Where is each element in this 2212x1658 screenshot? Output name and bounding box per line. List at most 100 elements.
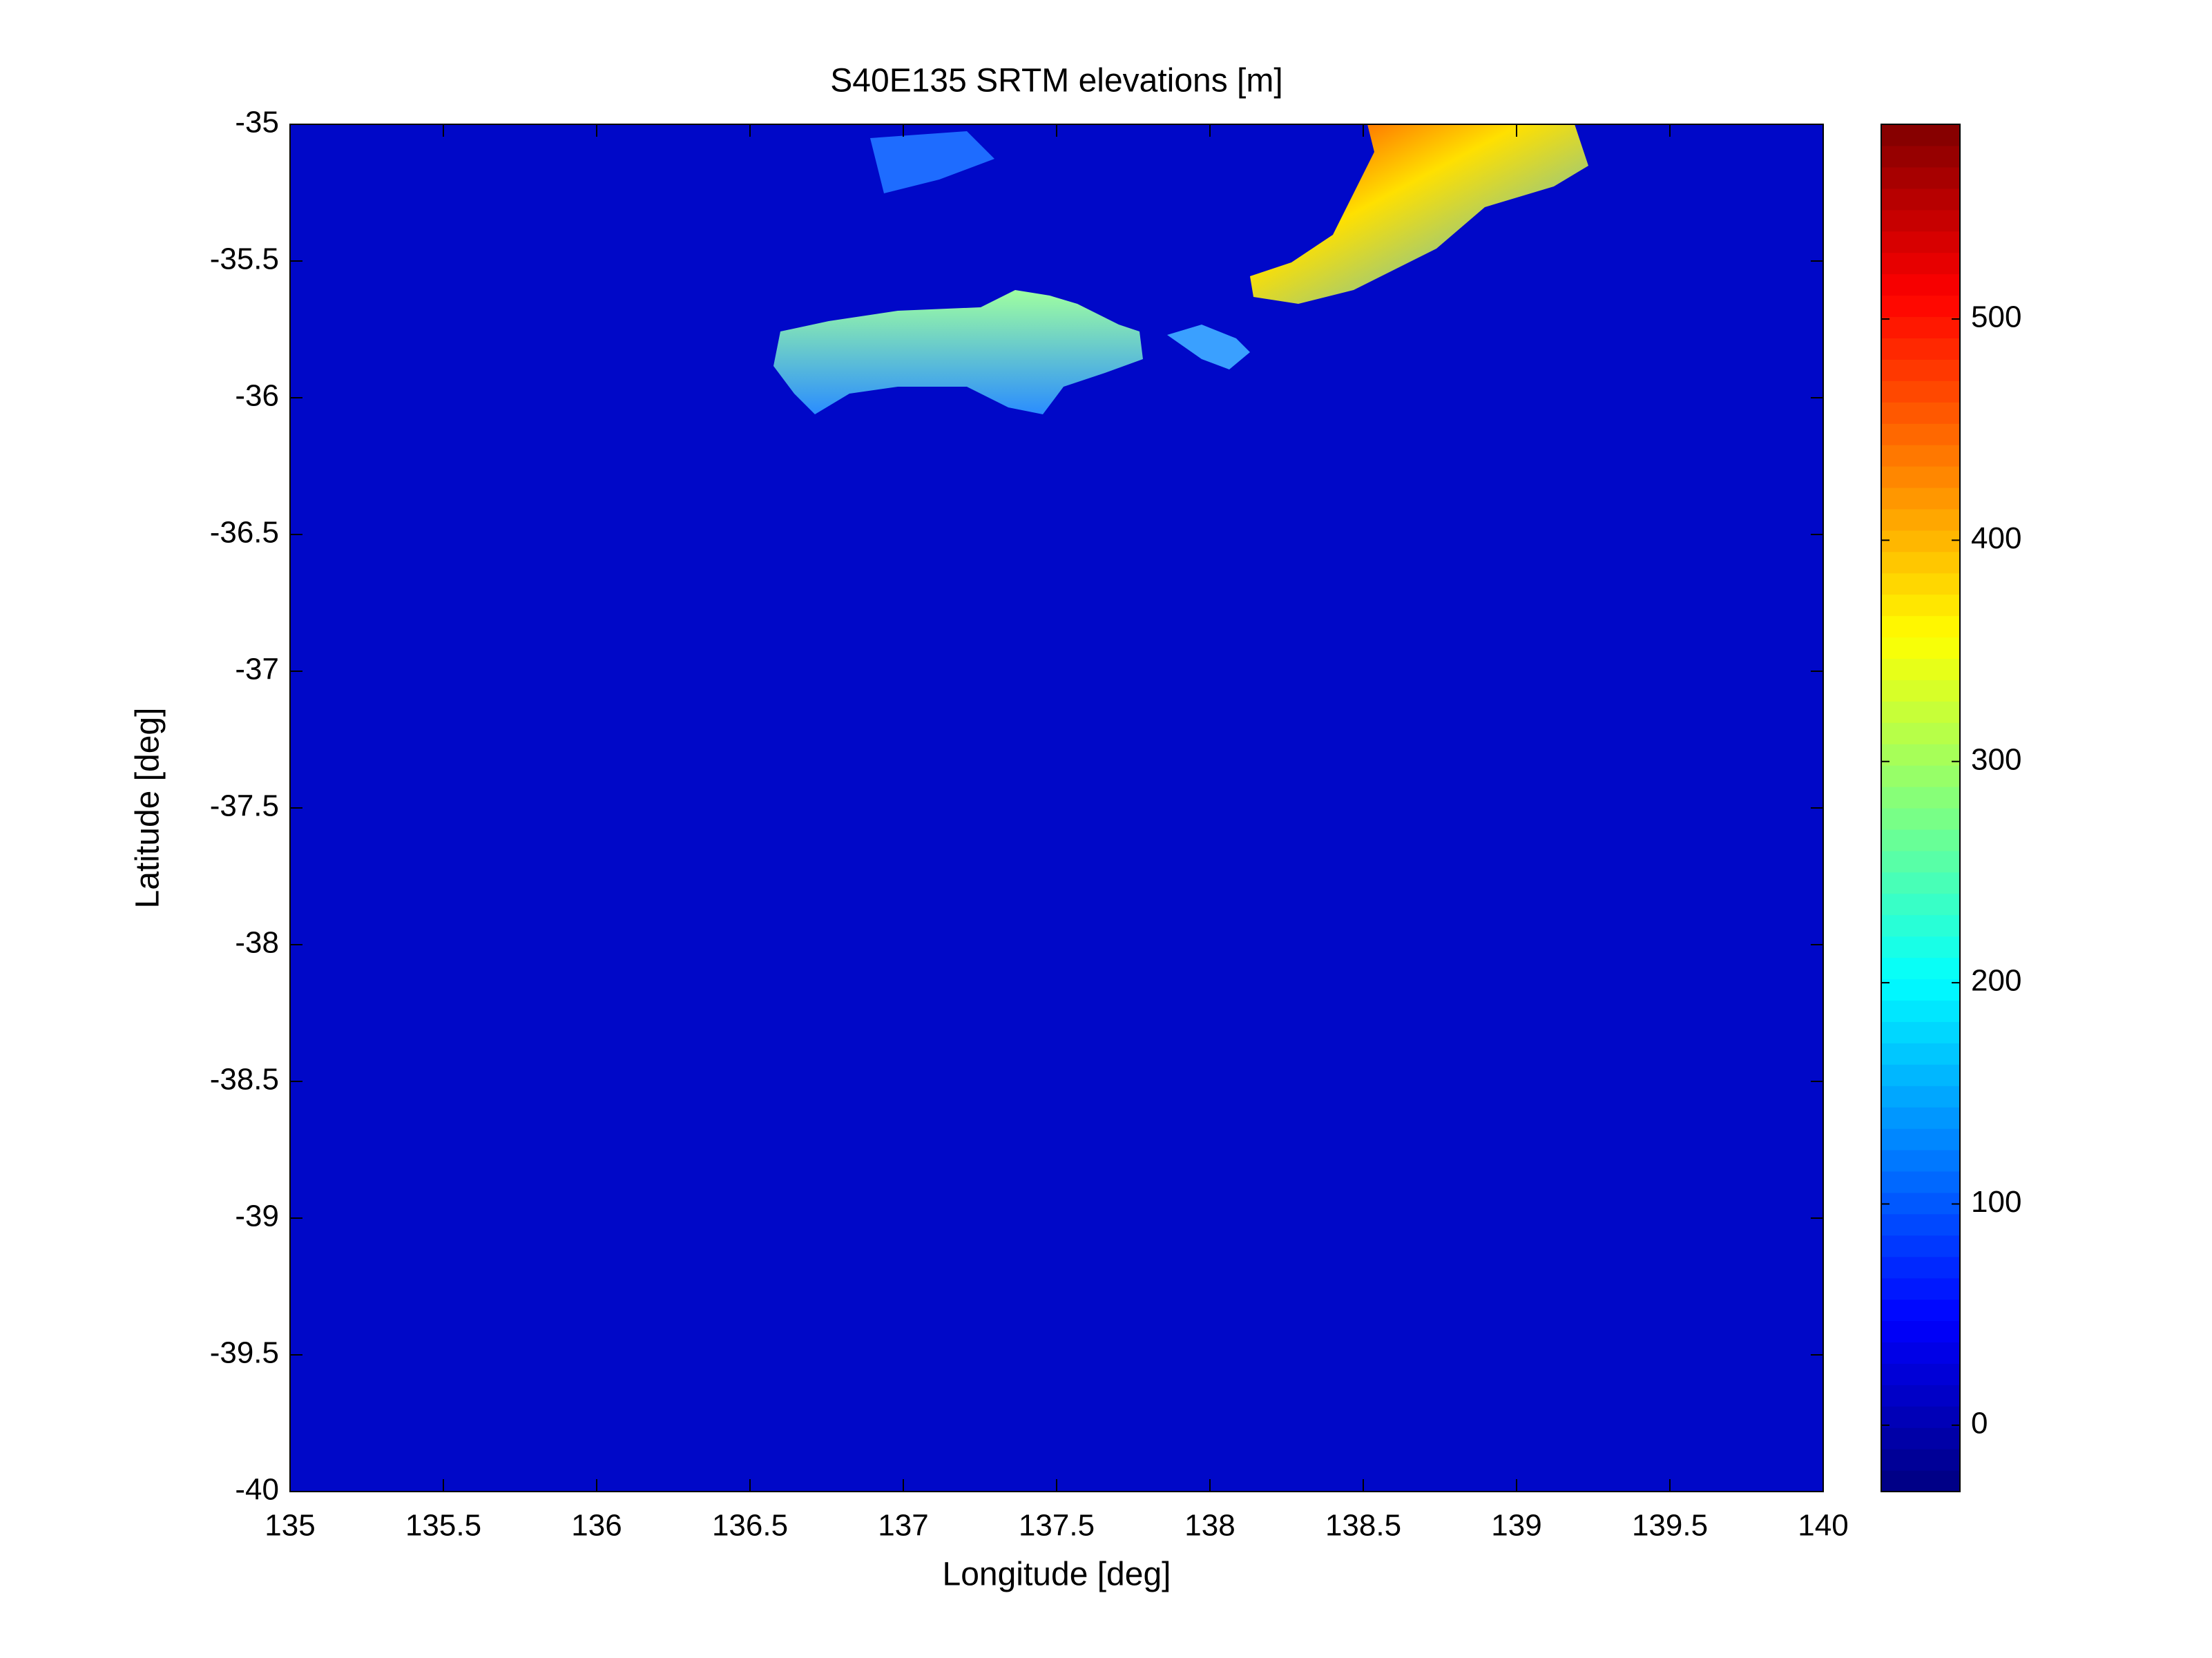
x-tick-label: 136.5: [712, 1509, 788, 1543]
colorbar-step: [1881, 1470, 1960, 1492]
colorbar-step: [1881, 508, 1960, 531]
colorbar-step: [1881, 1256, 1960, 1279]
colorbar-step: [1881, 765, 1960, 787]
colorbar-tick-label: 200: [1971, 964, 2021, 998]
y-tick-label: -40: [235, 1473, 279, 1507]
colorbar-step: [1881, 423, 1960, 445]
colorbar-step: [1881, 787, 1960, 809]
terrain: [1250, 124, 1588, 304]
y-tick-label: -38.5: [210, 1063, 279, 1097]
colorbar-step: [1881, 166, 1960, 189]
y-axis-label: Latitude [deg]: [130, 708, 166, 909]
colorbar-step: [1881, 338, 1960, 360]
colorbar-step: [1881, 530, 1960, 552]
colorbar-step: [1881, 1385, 1960, 1407]
colorbar-frame: [1881, 124, 1961, 1492]
colorbar-step: [1881, 124, 1960, 146]
terrain: [1167, 325, 1250, 369]
colorbar-tick-label: 500: [1971, 300, 2021, 334]
x-tick-label: 138: [1184, 1509, 1235, 1543]
colorbar-step: [1881, 1170, 1960, 1193]
colorbar-step: [1881, 1449, 1960, 1471]
colorbar-step: [1881, 402, 1960, 424]
y-tick-label: -37: [235, 653, 279, 686]
y-tick-label: -37.5: [210, 789, 279, 823]
colorbar-step: [1881, 1043, 1960, 1065]
colorbar-step: [1881, 893, 1960, 916]
colorbar-step: [1881, 145, 1960, 168]
colorbar-step: [1881, 1150, 1960, 1172]
x-tick-label: 137: [878, 1509, 928, 1543]
colorbar-step: [1881, 252, 1960, 275]
colorbar-step: [1881, 936, 1960, 958]
terrain: [773, 290, 1143, 414]
colorbar-tick-label: 100: [1971, 1185, 2021, 1219]
x-tick-label: 135.5: [405, 1509, 481, 1543]
colorbar-step: [1881, 1320, 1960, 1343]
colorbar-tick-label: 400: [1971, 521, 2021, 555]
x-tick-label: 136: [571, 1509, 622, 1543]
colorbar-step: [1881, 1128, 1960, 1150]
colorbar-step: [1881, 1000, 1960, 1022]
colorbar-step: [1881, 871, 1960, 894]
colorbar-step: [1881, 359, 1960, 381]
terrain: [870, 131, 994, 193]
colorbar-step: [1881, 1107, 1960, 1129]
colorbar-step: [1881, 209, 1960, 232]
colorbar-step: [1881, 979, 1960, 1001]
x-tick-label: 138.5: [1325, 1509, 1401, 1543]
y-tick-label: -36: [235, 379, 279, 413]
x-tick-label: 137.5: [1019, 1509, 1095, 1543]
colorbar-step: [1881, 380, 1960, 403]
y-tick-label: -39: [235, 1199, 279, 1233]
colorbar-step: [1881, 1299, 1960, 1322]
colorbar-step: [1881, 231, 1960, 253]
y-tick-label: -38: [235, 926, 279, 960]
chart-title: S40E135 SRTM elevations [m]: [830, 63, 1282, 99]
colorbar-step: [1881, 829, 1960, 851]
x-tick-label: 135: [265, 1509, 315, 1543]
colorbar-step: [1881, 295, 1960, 318]
colorbar-step: [1881, 273, 1960, 296]
y-tick-label: -39.5: [210, 1336, 279, 1370]
y-tick-label: -36.5: [210, 516, 279, 550]
x-tick-label: 140: [1798, 1509, 1848, 1543]
colorbar-step: [1881, 188, 1960, 211]
colorbar-step: [1881, 658, 1960, 680]
y-tick-label: -35.5: [210, 242, 279, 276]
colorbar-step: [1881, 1192, 1960, 1215]
colorbar-step: [1881, 957, 1960, 980]
colorbar-step: [1881, 1427, 1960, 1449]
colorbar-tick-label: 0: [1971, 1407, 1988, 1440]
colorbar-step: [1881, 1086, 1960, 1108]
colorbar-step: [1881, 316, 1960, 338]
colorbar-step: [1881, 572, 1960, 595]
colorbar-step: [1881, 466, 1960, 488]
colorbar-step: [1881, 808, 1960, 830]
colorbar-step: [1881, 1213, 1960, 1236]
colorbar-step: [1881, 1021, 1960, 1043]
y-tick-label: -35: [235, 106, 279, 139]
colorbar-step: [1881, 744, 1960, 766]
colorbar-step: [1881, 1363, 1960, 1385]
colorbar-step: [1881, 445, 1960, 467]
colorbar-step: [1881, 914, 1960, 937]
colorbar-step: [1881, 722, 1960, 744]
x-axis-label: Longitude [deg]: [943, 1556, 1171, 1593]
colorbar-step: [1881, 1278, 1960, 1300]
colorbar-step: [1881, 551, 1960, 574]
colorbar-step: [1881, 850, 1960, 873]
colorbar-step: [1881, 487, 1960, 510]
colorbar-step: [1881, 701, 1960, 723]
colorbar-step: [1881, 1406, 1960, 1428]
colorbar-step: [1881, 1064, 1960, 1086]
colorbar-step: [1881, 679, 1960, 702]
colorbar-tick-label: 300: [1971, 742, 2021, 776]
colorbar-step: [1881, 594, 1960, 617]
x-tick-label: 139.5: [1632, 1509, 1708, 1543]
colorbar-step: [1881, 1235, 1960, 1257]
colorbar-step: [1881, 615, 1960, 638]
colorbar-step: [1881, 637, 1960, 659]
colorbar-step: [1881, 1342, 1960, 1364]
